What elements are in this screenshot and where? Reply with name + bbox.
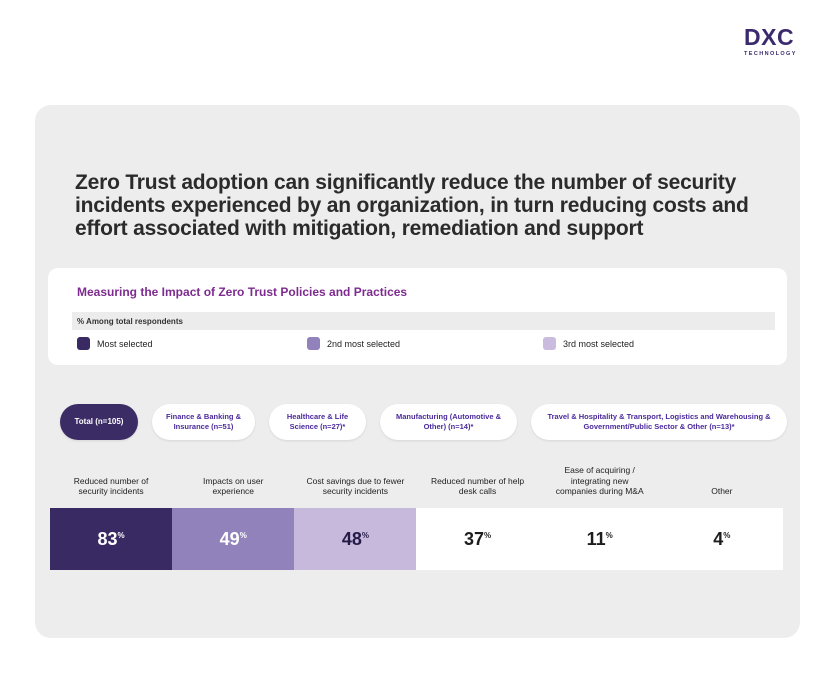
legend-label: 3rd most selected (563, 338, 635, 349)
bar-value: 49% (219, 528, 247, 549)
chart-value-row: 83% 49% 48% 37% 11% 4% (50, 508, 783, 570)
bar-segment: 4% (660, 508, 783, 570)
chart-category-headers: Reduced number of security incidents Imp… (50, 463, 783, 497)
bar-segment: 37% (416, 508, 539, 570)
legend-item-3rd-most-selected: 3rd most selected (543, 337, 634, 350)
category-label: Reduced number of security incidents (73, 475, 149, 497)
legend-label: 2nd most selected (327, 338, 401, 349)
percent-sign: % (117, 530, 125, 540)
chart-subtitle-strip: % Among total respondents (72, 312, 775, 330)
legend-swatch-most-selected (77, 337, 90, 350)
bar-value: 48% (341, 528, 369, 549)
legend-item-2nd-most-selected: 2nd most selected (307, 337, 400, 350)
tab-healthcare-life-science[interactable]: Healthcare & Life Science (n=27)* (269, 404, 366, 440)
dxc-logo-mark: DXC (744, 24, 795, 50)
bar-segment: 83% (50, 508, 173, 570)
chart-title: Measuring the Impact of Zero Trust Polic… (77, 285, 408, 299)
category-label: Impacts on user experience (202, 475, 264, 497)
percent-sign: % (605, 530, 613, 540)
percent-sign: % (723, 530, 731, 540)
bar-value: 83% (97, 528, 125, 549)
segment-filter-tabs: Total (n=105) Finance & Banking & Insura… (60, 404, 787, 440)
legend-item-most-selected: Most selected (77, 337, 153, 350)
bar-value: 11% (586, 528, 613, 549)
category-label: Cost savings due to fewer security incid… (306, 475, 405, 497)
category-label: Other (711, 486, 733, 497)
bar-value: 37% (463, 528, 492, 549)
bar-segment: 49% (172, 508, 295, 570)
tab-total[interactable]: Total (n=105) (60, 404, 138, 440)
bar-value: 4% (713, 528, 731, 549)
tab-finance-banking-insurance[interactable]: Finance & Banking & Insurance (n=51) (152, 404, 255, 440)
tab-travel-transport-government-other[interactable]: Travel & Hospitality & Transport, Logist… (531, 404, 787, 440)
dxc-logo: DXC TECHNOLOGY (744, 24, 802, 58)
chart-area: Reduced number of security incidents Imp… (50, 463, 783, 570)
chart-subtitle: % Among total respondents (77, 316, 183, 326)
dxc-logo-subtext: TECHNOLOGY (744, 51, 797, 57)
category-label: Reduced number of help desk calls (431, 475, 525, 497)
bar-segment: 11% (538, 508, 661, 570)
legend-swatch-2nd-most-selected (307, 337, 320, 350)
percent-sign: % (361, 530, 369, 540)
tab-manufacturing[interactable]: Manufacturing (Automotive & Other) (n=14… (380, 404, 517, 440)
percent-sign: % (484, 530, 492, 540)
legend-label: Most selected (97, 338, 153, 349)
chart-legend-panel: Measuring the Impact of Zero Trust Polic… (48, 268, 787, 365)
percent-sign: % (239, 530, 247, 540)
main-card: Zero Trust adoption can significantly re… (35, 105, 800, 638)
category-label: Ease of acquiring / integrating new comp… (555, 465, 644, 497)
bar-segment: 48% (294, 508, 417, 570)
legend-swatch-3rd-most-selected (543, 337, 556, 350)
page-title: Zero Trust adoption can significantly re… (75, 171, 749, 240)
